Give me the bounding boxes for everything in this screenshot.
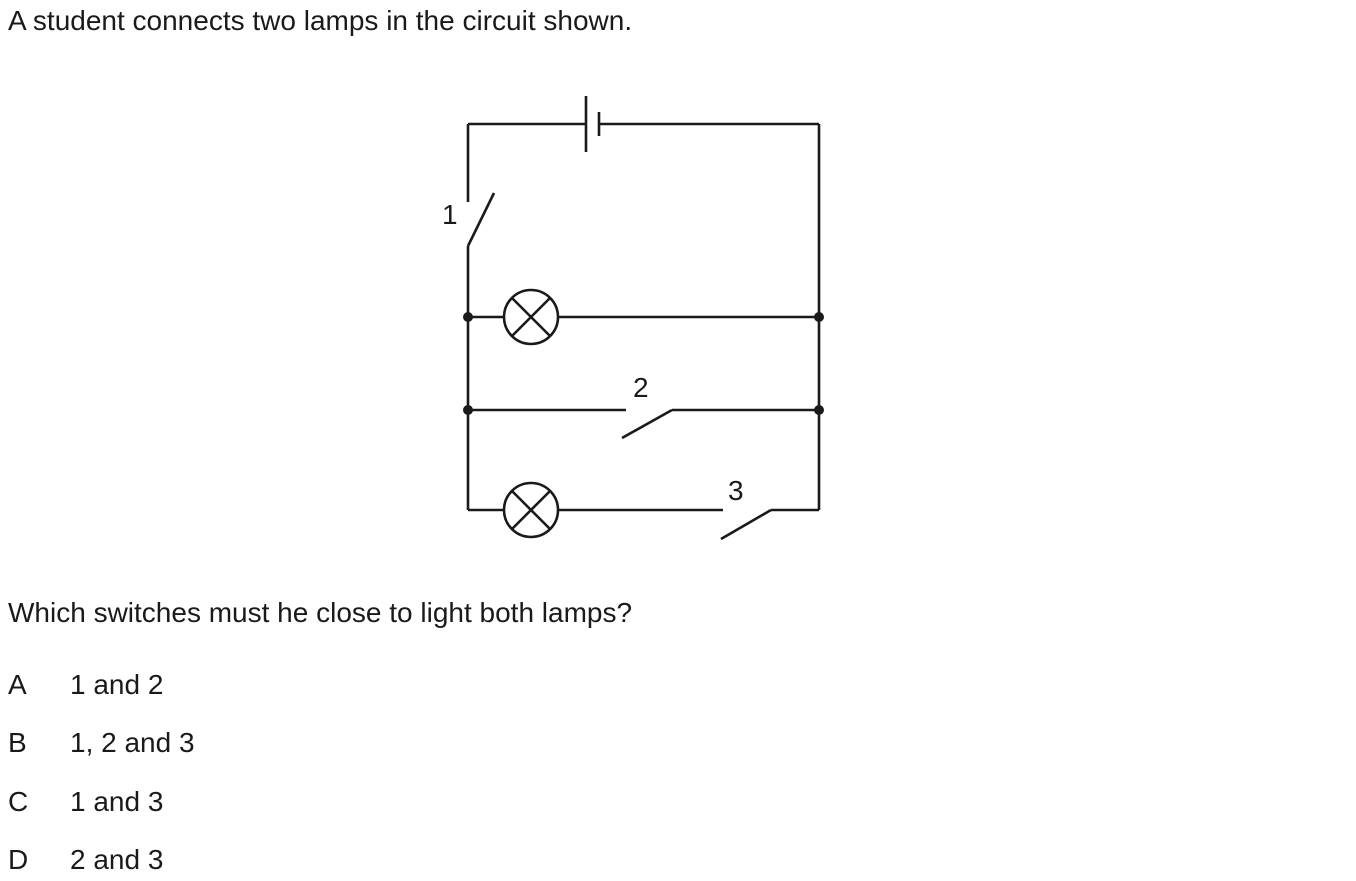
option-letter: A <box>8 669 27 700</box>
option-text: 1 and 3 <box>70 786 164 817</box>
switch-1-label: 1 <box>442 199 458 230</box>
junction-dot <box>814 405 824 415</box>
option-letter: D <box>8 844 29 875</box>
option-letter: B <box>8 727 27 758</box>
option-text: 1 and 2 <box>70 669 164 700</box>
junction-dot <box>463 312 473 322</box>
junction-dot <box>814 312 824 322</box>
switch-2-blade <box>621 408 673 440</box>
switch-2-label: 2 <box>633 372 649 403</box>
switch-3-blade <box>720 508 772 541</box>
switch-3-label: 3 <box>728 475 744 506</box>
option-text: 1, 2 and 3 <box>70 727 195 758</box>
question-prompt: Which switches must he close to light bo… <box>8 597 633 628</box>
lamp-2-cross-b <box>511 490 551 530</box>
option-text: 2 and 3 <box>70 844 164 875</box>
lamp-1-cross-b <box>511 297 551 337</box>
option-letter: C <box>8 786 29 817</box>
junction-dot <box>463 405 473 415</box>
switch-1-blade <box>466 192 496 247</box>
question-intro: A student connects two lamps in the circ… <box>8 5 633 36</box>
